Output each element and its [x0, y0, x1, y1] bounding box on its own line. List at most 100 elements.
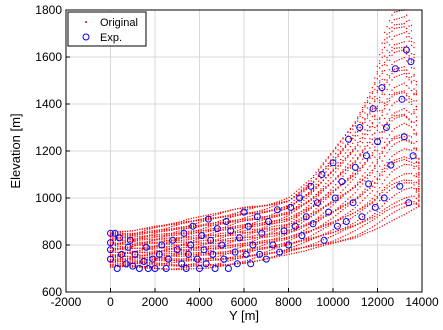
original-point [261, 210, 263, 213]
original-point [266, 210, 268, 212]
original-point [352, 231, 354, 233]
original-point [109, 231, 112, 233]
original-point [249, 251, 251, 253]
original-point [379, 110, 381, 112]
original-point [342, 182, 344, 184]
original-point [415, 90, 418, 92]
original-point [405, 31, 408, 33]
original-point [383, 186, 386, 189]
original-point [281, 199, 283, 201]
exp-point [207, 236, 215, 244]
original-point [173, 238, 175, 241]
original-point [166, 246, 168, 248]
original-point [215, 245, 217, 247]
original-point [173, 258, 175, 260]
original-point [386, 33, 388, 35]
original-point [418, 182, 420, 184]
exp-point [329, 159, 337, 167]
original-point [391, 89, 393, 91]
original-point [376, 223, 378, 225]
original-point [268, 241, 271, 243]
original-point [295, 229, 298, 231]
original-point [173, 244, 175, 246]
original-point [344, 172, 347, 175]
original-point [295, 193, 298, 196]
exp-point [224, 265, 232, 272]
original-point [200, 242, 202, 244]
original-point [396, 18, 398, 20]
original-point [212, 234, 214, 237]
original-point [354, 186, 356, 188]
original-point [227, 247, 229, 249]
original-point [418, 174, 420, 176]
original-point [408, 25, 410, 27]
original-point [320, 209, 322, 211]
original-point [393, 94, 396, 96]
exp-point [333, 222, 341, 230]
original-point [246, 249, 249, 251]
exp-point [287, 203, 295, 211]
original-point [268, 232, 271, 234]
original-point [234, 231, 236, 234]
original-point [261, 224, 263, 226]
original-point [391, 155, 393, 158]
original-point [371, 202, 374, 204]
original-point [290, 236, 293, 238]
original-point [163, 252, 165, 254]
original-point [242, 257, 244, 259]
original-point [305, 188, 307, 191]
original-point [352, 134, 354, 137]
original-point [153, 247, 156, 249]
original-point [234, 237, 236, 239]
y-tick-label: 1400 [35, 97, 62, 111]
original-point [393, 136, 396, 138]
original-point [305, 195, 307, 197]
original-point [393, 68, 396, 70]
original-point [168, 237, 170, 239]
original-point [383, 61, 386, 64]
original-point [283, 242, 285, 244]
original-point [357, 181, 359, 184]
original-point [342, 217, 344, 219]
original-point [391, 38, 393, 40]
original-point [161, 243, 163, 245]
original-point [197, 229, 200, 231]
original-point [290, 211, 293, 214]
original-point [261, 223, 263, 225]
original-point [112, 266, 114, 268]
original-point [359, 170, 361, 172]
original-point [158, 253, 161, 255]
original-point [239, 251, 241, 253]
original-point [114, 254, 117, 256]
original-point [366, 189, 369, 191]
original-point [264, 218, 266, 220]
original-point [207, 254, 210, 256]
original-point [359, 115, 361, 118]
original-point [359, 193, 361, 196]
original-point [391, 70, 393, 73]
original-point [410, 61, 413, 63]
original-point [261, 236, 263, 239]
original-point [222, 251, 224, 253]
original-point [222, 232, 224, 234]
exp-point [180, 229, 188, 237]
y-axis-label: Elevation [m] [8, 113, 23, 188]
original-point [396, 158, 398, 161]
original-point [219, 232, 222, 235]
exp-point [231, 248, 239, 256]
original-point [339, 158, 342, 161]
original-point [398, 33, 400, 36]
original-point [403, 56, 405, 59]
original-point [278, 240, 281, 242]
original-point [298, 214, 300, 216]
original-point [339, 217, 342, 219]
original-point [312, 181, 315, 183]
original-point [163, 225, 165, 227]
original-point [288, 226, 290, 228]
original-point [388, 109, 391, 111]
original-point [364, 230, 366, 232]
original-point [256, 216, 259, 219]
original-point [139, 238, 141, 240]
original-point [335, 202, 337, 204]
original-point [185, 246, 188, 249]
